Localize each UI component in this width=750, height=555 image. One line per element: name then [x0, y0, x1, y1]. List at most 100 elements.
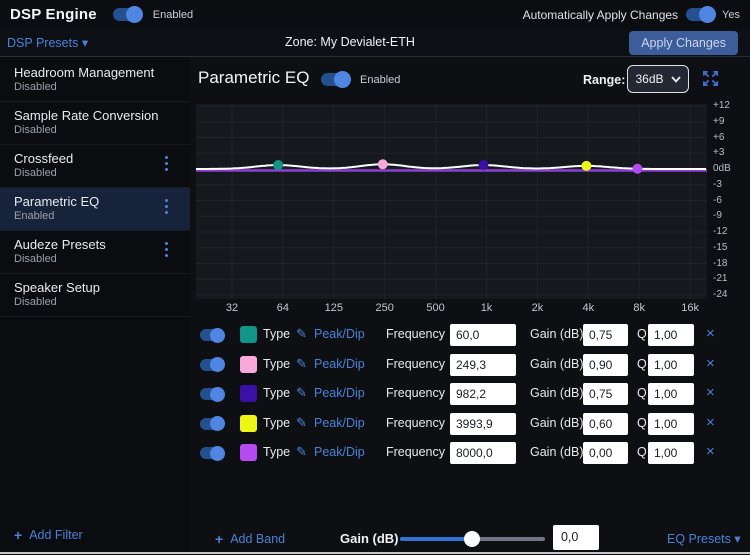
band-enable-toggle[interactable]: [200, 445, 225, 461]
band-point[interactable]: [581, 160, 592, 171]
eq-band-row: Type ✎ Peak/Dip Frequency 249,3 Gain (dB…: [190, 351, 750, 380]
y-axis-label: +3: [713, 147, 725, 159]
band-frequency-input[interactable]: 8000,0: [450, 442, 516, 464]
sidebar-item-status: Disabled: [14, 296, 57, 308]
band-enable-toggle[interactable]: [200, 386, 225, 402]
kebab-menu-icon[interactable]: [165, 242, 168, 257]
band-gain-input[interactable]: 0,60: [583, 412, 628, 435]
sidebar-item-speaker-setup[interactable]: Speaker Setup Disabled: [0, 274, 190, 317]
band-gain-label: Gain (dB): [530, 327, 584, 341]
sidebar-item-status: Disabled: [14, 81, 57, 93]
remove-band-button[interactable]: ×: [706, 443, 715, 460]
band-frequency-input[interactable]: 982,2: [450, 383, 516, 405]
band-q-input[interactable]: 1,00: [648, 353, 694, 376]
sidebar-item-crossfeed[interactable]: Crossfeed Disabled: [0, 145, 190, 188]
band-point[interactable]: [632, 163, 643, 174]
master-gain-slider[interactable]: [400, 531, 545, 547]
eq-presets-dropdown[interactable]: EQ Presets ▾: [667, 532, 741, 546]
y-axis-label: -9: [713, 210, 722, 222]
band-frequency-label: Frequency: [385, 415, 445, 430]
band-frequency-label: Frequency: [385, 327, 445, 341]
band-type-value[interactable]: Peak/Dip: [314, 415, 365, 430]
band-frequency-input[interactable]: 60,0: [450, 324, 516, 346]
sidebar-item-title: Speaker Setup: [14, 280, 101, 295]
apply-changes-button[interactable]: Apply Changes: [629, 31, 738, 55]
sidebar-item-sample-rate-conversion[interactable]: Sample Rate Conversion Disabled: [0, 102, 190, 145]
remove-band-button[interactable]: ×: [706, 413, 715, 431]
parametric-eq-toggle-label: Enabled: [360, 74, 401, 86]
band-rows: Type ✎ Peak/Dip Frequency 60,0 Gain (dB)…: [190, 321, 750, 471]
remove-band-button[interactable]: ×: [706, 325, 715, 342]
x-axis-label: 500: [426, 302, 445, 314]
master-gain-value-input[interactable]: 0,0: [553, 525, 599, 550]
edit-pencil-icon[interactable]: ✎: [296, 326, 307, 341]
band-q-input[interactable]: 1,00: [648, 442, 694, 464]
band-point[interactable]: [478, 160, 489, 171]
band-type-label: Type: [263, 386, 291, 400]
plus-icon: +: [14, 527, 23, 543]
edit-pencil-icon[interactable]: ✎: [296, 355, 307, 371]
chevron-down-icon: ▾: [81, 36, 89, 50]
y-axis-label: -12: [713, 226, 728, 237]
add-band-button[interactable]: + Add Band: [215, 531, 286, 547]
band-q-label: Q: [637, 386, 647, 400]
sidebar-item-parametric-eq[interactable]: Parametric EQ Enabled: [0, 188, 190, 231]
auto-apply-label: Automatically Apply Changes: [522, 7, 679, 22]
band-gain-input[interactable]: 0,75: [583, 383, 628, 405]
band-q-input[interactable]: 1,00: [648, 383, 694, 405]
band-frequency-label: Frequency: [385, 386, 445, 400]
band-gain-input[interactable]: 0,00: [583, 442, 628, 464]
band-frequency-input[interactable]: 3993,9: [450, 412, 516, 435]
band-type-value[interactable]: Peak/Dip: [314, 356, 365, 371]
band-q-input[interactable]: 1,00: [648, 324, 694, 346]
band-q-input[interactable]: 1,00: [648, 412, 694, 435]
dsp-engine-toggle[interactable]: [112, 6, 143, 23]
kebab-menu-icon[interactable]: [165, 199, 168, 214]
sidebar-item-status: Enabled: [14, 210, 55, 222]
app-title: DSP Engine: [10, 6, 97, 23]
auto-apply-toggle[interactable]: [686, 6, 717, 23]
band-enable-toggle[interactable]: [200, 416, 225, 431]
remove-band-button[interactable]: ×: [706, 354, 715, 372]
parametric-eq-toggle[interactable]: [321, 71, 351, 88]
band-type-value[interactable]: Peak/Dip: [314, 386, 365, 400]
sidebar-item-audeze-presets[interactable]: Audeze Presets Disabled: [0, 231, 190, 274]
band-gain-input[interactable]: 0,75: [583, 324, 628, 346]
kebab-menu-icon[interactable]: [165, 156, 168, 171]
y-axis-label: -21: [713, 273, 728, 285]
band-type-value[interactable]: Peak/Dip: [314, 445, 365, 459]
band-color-swatch[interactable]: [240, 444, 257, 461]
x-axis-label: 32: [225, 302, 239, 314]
add-filter-button[interactable]: + Add Filter: [14, 527, 83, 543]
edit-pencil-icon[interactable]: ✎: [296, 414, 307, 430]
band-frequency-input[interactable]: 249,3: [450, 353, 516, 376]
x-axis-label: 16k: [681, 302, 699, 314]
band-color-swatch[interactable]: [240, 385, 257, 402]
range-value: 36dB: [635, 72, 664, 86]
range-label: Range:: [583, 73, 626, 87]
remove-band-button[interactable]: ×: [706, 384, 715, 401]
sidebar-item-headroom-management[interactable]: Headroom Management Disabled: [0, 59, 190, 102]
band-point[interactable]: [377, 159, 388, 170]
band-enable-toggle[interactable]: [200, 327, 225, 343]
fullscreen-expand-icon[interactable]: [702, 70, 719, 90]
band-q-label: Q: [637, 356, 647, 371]
dsp-presets-dropdown[interactable]: DSP Presets ▾: [7, 36, 89, 50]
y-axis-label: -24: [713, 289, 728, 300]
range-dropdown[interactable]: 36dB: [627, 65, 689, 93]
band-point[interactable]: [273, 160, 284, 171]
band-type-value[interactable]: Peak/Dip: [314, 327, 365, 341]
eq-graph: +12 +9 +6 +3 0dB -3 -6 -9 -12 -15 -18 -21 -24 32 64 125…: [196, 100, 748, 318]
band-color-swatch[interactable]: [240, 355, 257, 373]
band-q-label: Q: [637, 327, 647, 341]
eq-plot-svg[interactable]: [196, 104, 707, 299]
edit-pencil-icon[interactable]: ✎: [296, 385, 307, 400]
x-axis-label: 2k: [531, 302, 544, 314]
band-enable-toggle[interactable]: [200, 357, 225, 372]
edit-pencil-icon[interactable]: ✎: [296, 444, 307, 459]
band-color-swatch[interactable]: [240, 326, 257, 343]
slider-thumb[interactable]: [464, 531, 480, 547]
window-bottom-edge: [0, 552, 750, 554]
band-gain-input[interactable]: 0,90: [583, 353, 628, 376]
band-color-swatch[interactable]: [240, 414, 257, 432]
